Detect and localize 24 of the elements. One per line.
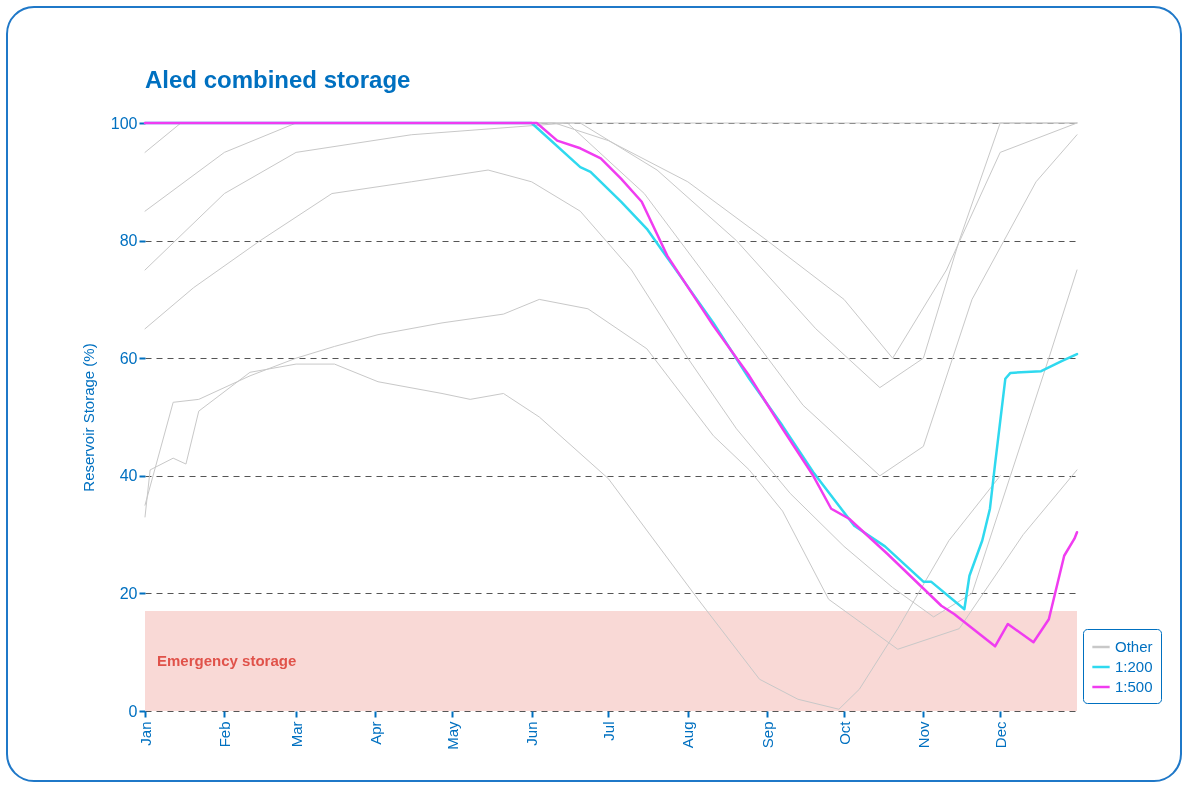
x-tick-label: Oct	[835, 720, 853, 745]
legend-label: 1:500	[1115, 678, 1153, 695]
x-tick-label: Aug	[679, 721, 697, 749]
x-tick-label: Mar	[287, 721, 305, 748]
x-tick-label: Dec	[991, 721, 1009, 749]
x-tick-label: Sep	[758, 721, 776, 749]
legend-label: 1:200	[1115, 658, 1153, 675]
y-tick-label: 60	[119, 349, 138, 367]
x-tick-label: Apr	[366, 721, 384, 745]
y-tick-label: 20	[119, 584, 138, 602]
chart-title: Aled combined storage	[145, 66, 411, 93]
x-tick-label: Jun	[523, 721, 541, 746]
y-tick-label: 80	[119, 232, 138, 250]
x-tick-label: Nov	[914, 721, 932, 749]
y-tick-label: 40	[119, 467, 138, 485]
y-tick-label: 0	[128, 702, 138, 720]
legend-label: Other	[1115, 638, 1153, 655]
x-tick-label: Feb	[215, 721, 233, 748]
x-tick-label: Jan	[136, 721, 154, 746]
band-label: Emergency storage	[157, 652, 297, 670]
y-tick-label: 100	[110, 114, 138, 132]
x-tick-label: Jul	[599, 721, 617, 741]
x-tick-label: May	[443, 721, 461, 750]
y-axis-title: Reservoir Storage (%)	[79, 343, 97, 492]
